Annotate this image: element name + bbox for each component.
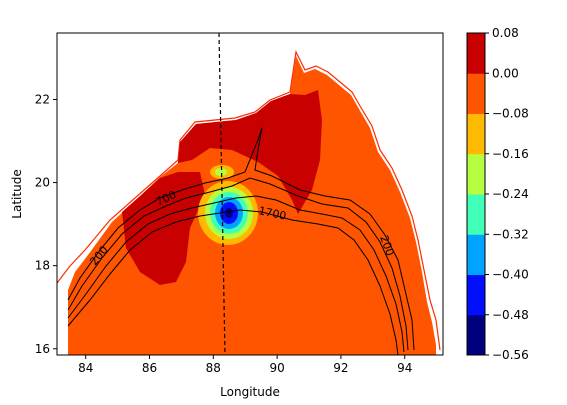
colorbar-label: −0.32 xyxy=(492,227,529,241)
colorbar-segment xyxy=(467,194,485,235)
x-tick-label: 90 xyxy=(269,361,284,375)
x-tick-label: 92 xyxy=(333,361,348,375)
anomaly-north-blob-inner xyxy=(215,168,227,176)
x-tick-label: 84 xyxy=(78,361,93,375)
contour-200 xyxy=(67,127,415,351)
colorbar: 0.08 0.00 −0.08 −0.16 −0.24 −0.32 −0.40 −0.48 −0… xyxy=(466,26,529,362)
colorbar-label: 0.00 xyxy=(492,66,519,80)
x-axis-label: Longitude xyxy=(220,385,280,399)
contour-label-3: 1700 xyxy=(257,204,287,223)
colorbar-segment xyxy=(467,113,485,155)
colorbar-label: −0.16 xyxy=(492,147,529,161)
x-tick-label: 94 xyxy=(397,361,412,375)
colorbar-segment xyxy=(467,73,485,114)
colorbar-label: −0.24 xyxy=(492,187,529,201)
colorbar-label: −0.40 xyxy=(492,268,529,282)
field-layers: 200 700 1700 200 xyxy=(57,33,441,355)
y-tick-label: 18 xyxy=(35,259,50,273)
colorbar-segment xyxy=(467,274,485,316)
axes-frame xyxy=(56,32,444,356)
colorbar-label: −0.48 xyxy=(492,308,529,322)
x-axis-ticks: 84 86 88 90 92 94 xyxy=(78,355,412,375)
colorbar-label: −0.56 xyxy=(492,348,529,362)
colorbar-segment xyxy=(467,153,485,195)
x-tick-label: 86 xyxy=(142,361,157,375)
y-axis-label: Latitude xyxy=(10,169,24,218)
colorbar-segment xyxy=(467,314,485,356)
y-tick-label: 16 xyxy=(35,342,50,356)
x-tick-label: 88 xyxy=(206,361,221,375)
y-tick-label: 20 xyxy=(35,176,50,190)
contour-extra xyxy=(67,209,399,355)
colorbar-segment xyxy=(467,33,485,74)
anomaly-core xyxy=(225,208,233,218)
contours xyxy=(67,127,415,355)
field-positive-west xyxy=(122,172,205,285)
contour-1700 xyxy=(67,195,405,353)
contour-700 xyxy=(67,177,409,351)
colorbar-label: 0.08 xyxy=(492,26,519,40)
coastline xyxy=(57,50,441,351)
y-axis-ticks: 16 18 20 22 xyxy=(35,92,57,356)
y-tick-label: 22 xyxy=(35,92,50,106)
transect-line xyxy=(218,33,226,355)
colorbar-label: −0.08 xyxy=(492,107,529,121)
colorbar-segment xyxy=(467,234,485,275)
